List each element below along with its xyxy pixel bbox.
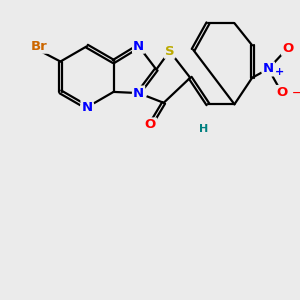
Text: +: + xyxy=(275,67,284,77)
Text: O: O xyxy=(145,118,156,131)
Text: S: S xyxy=(165,45,174,58)
Text: N: N xyxy=(263,62,274,75)
Text: H: H xyxy=(199,124,208,134)
Text: N: N xyxy=(81,101,93,114)
Text: −: − xyxy=(292,88,300,98)
Text: O: O xyxy=(276,86,287,99)
Text: N: N xyxy=(133,87,144,100)
Text: H: H xyxy=(199,124,208,134)
Text: N: N xyxy=(133,40,144,53)
Text: O: O xyxy=(282,42,293,55)
Text: Br: Br xyxy=(31,40,48,53)
